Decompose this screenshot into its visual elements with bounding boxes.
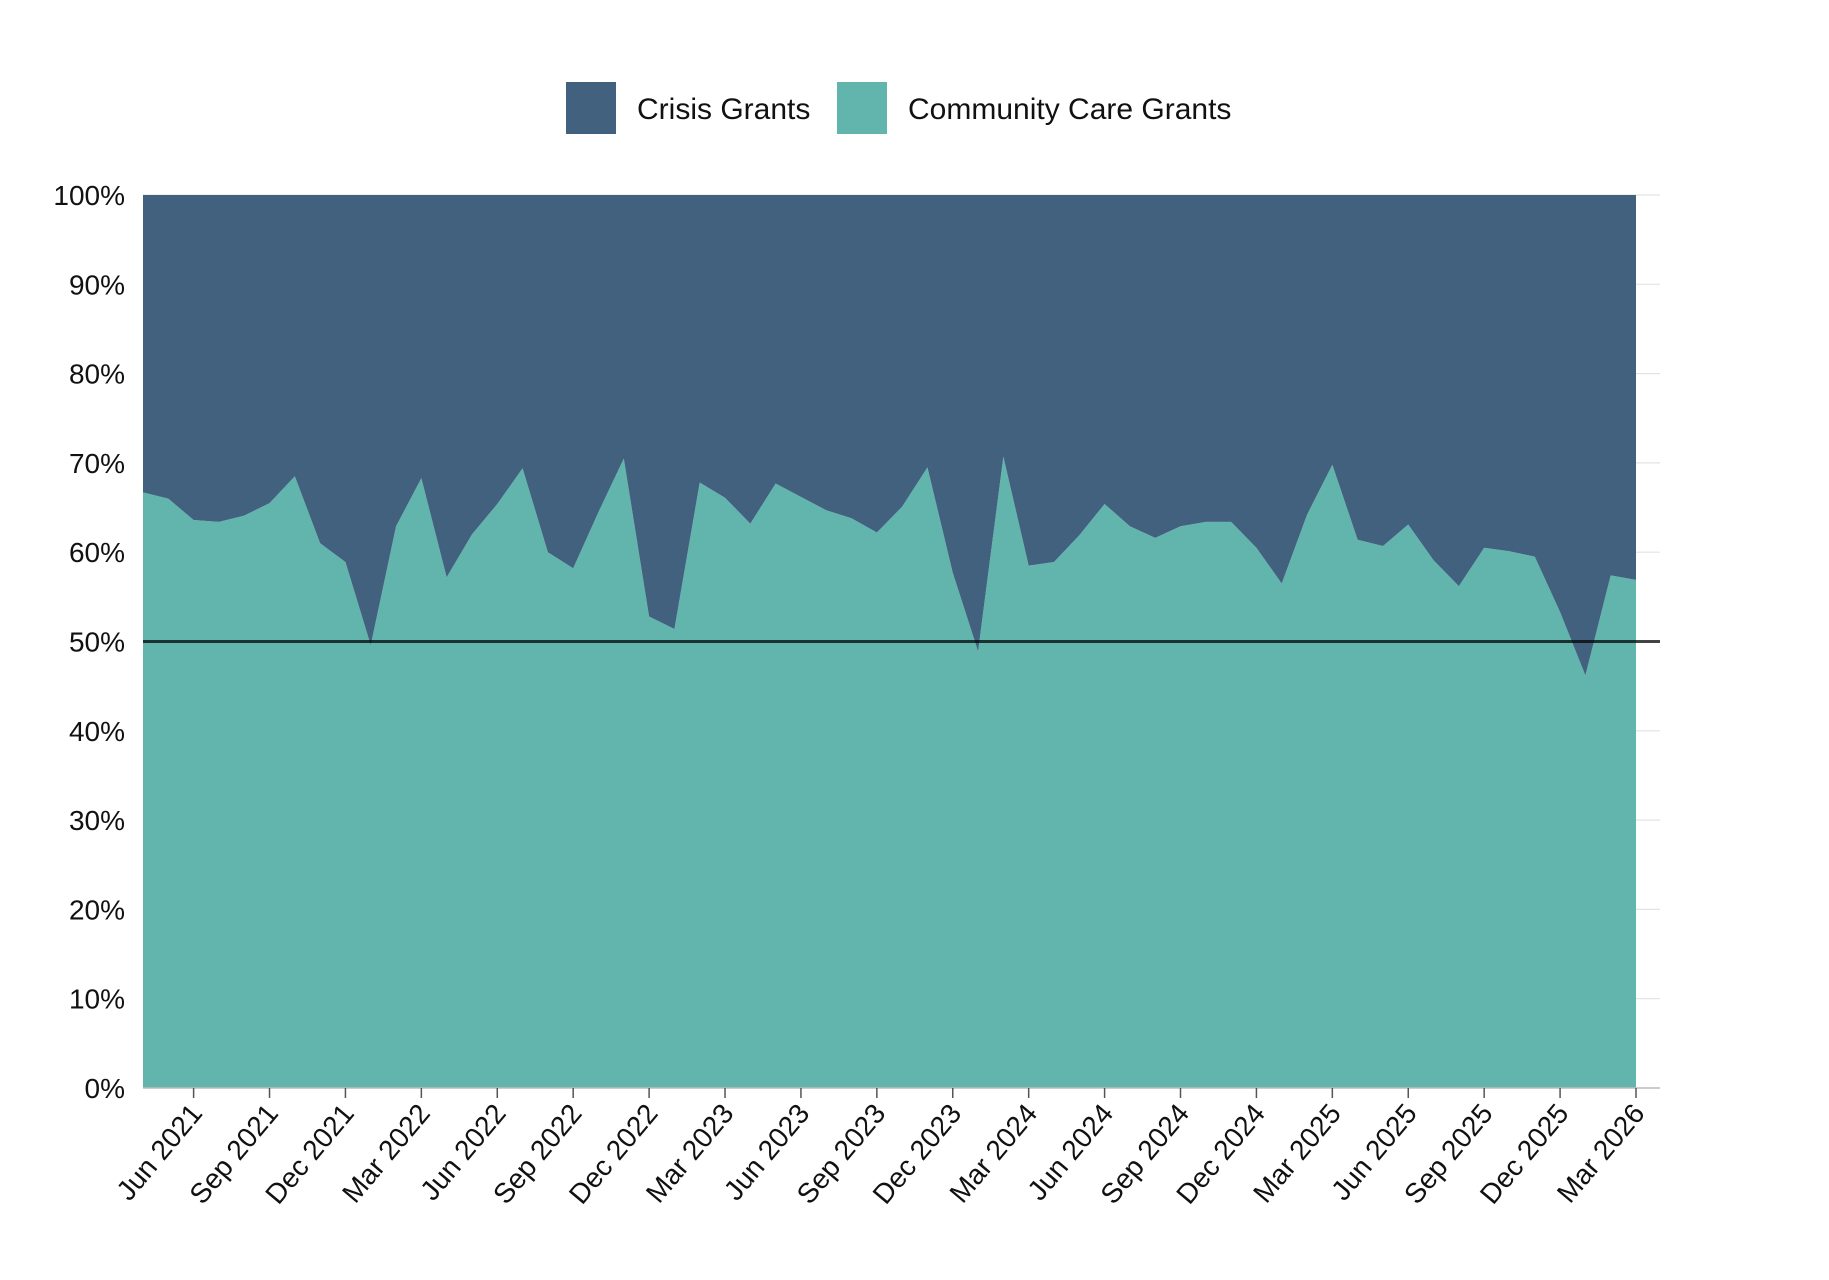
y-tick-label: 90% — [69, 269, 125, 300]
legend-swatch-crisis-grants — [566, 82, 616, 134]
y-tick-label: 80% — [69, 359, 125, 390]
y-tick-label: 60% — [69, 537, 125, 568]
y-tick-label: 20% — [69, 894, 125, 925]
stacked-areas — [143, 195, 1636, 1088]
y-tick-label: 0% — [85, 1073, 125, 1104]
legend-swatch-community-care-grants — [837, 82, 887, 134]
y-tick-label: 40% — [69, 716, 125, 747]
area-community-care-grants — [143, 456, 1636, 1088]
y-tick-label: 100% — [53, 180, 125, 211]
legend: Crisis Grants Community Care Grants — [566, 82, 1231, 134]
legend-label-crisis-grants: Crisis Grants — [637, 93, 810, 126]
y-tick-label: 70% — [69, 448, 125, 479]
y-tick-label: 30% — [69, 805, 125, 836]
y-tick-label: 10% — [69, 984, 125, 1015]
area-crisis-grants — [143, 195, 1636, 676]
y-tick-label: 50% — [69, 627, 125, 658]
legend-label-community-care-grants: Community Care Grants — [908, 93, 1231, 126]
